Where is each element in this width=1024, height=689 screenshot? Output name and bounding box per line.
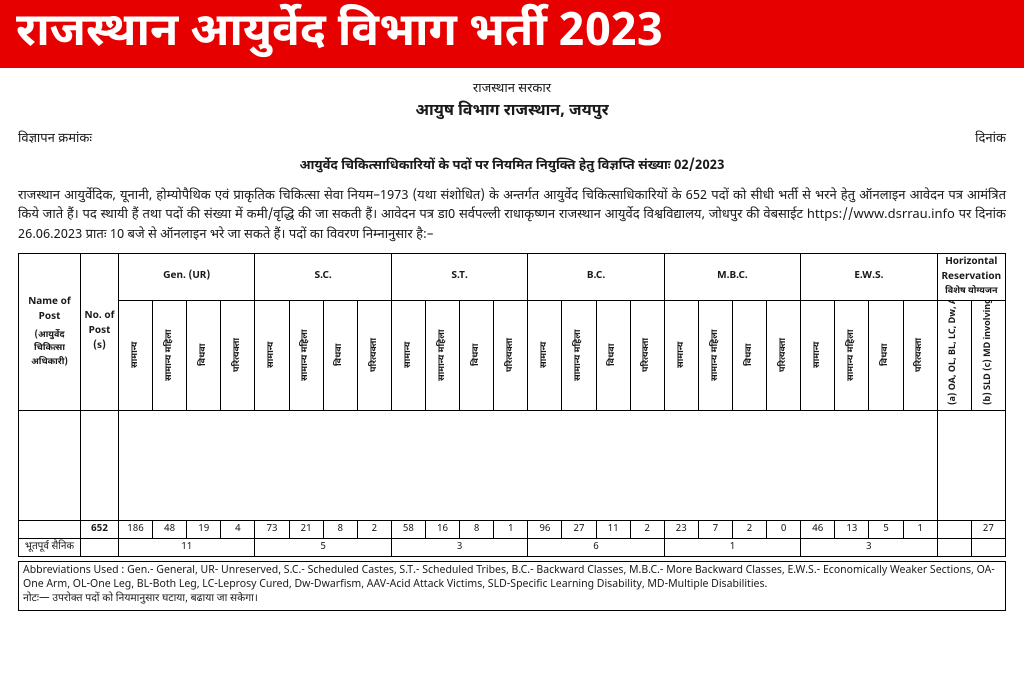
data-cell: 2: [732, 520, 766, 538]
data-cell: 0: [767, 520, 801, 538]
sub-col: विधवा: [460, 300, 494, 410]
sub-col: विधवा: [323, 300, 357, 410]
adv-date-row: विज्ञापन क्रमांकः दिनांक: [18, 130, 1006, 150]
doc-header: राजस्थान सरकार आयुष विभाग राजस्थान, जयपु…: [18, 80, 1006, 124]
total-cell: 652: [81, 520, 119, 538]
data-cell: 96: [528, 520, 562, 538]
data-cell: 73: [255, 520, 289, 538]
sub-col: परित्यक्ता: [767, 300, 801, 410]
document-body: राजस्थान सरकार आयुष विभाग राजस्थान, जयपु…: [0, 68, 1024, 619]
data-cell: 48: [153, 520, 187, 538]
sub-col: परित्यक्ता: [357, 300, 391, 410]
sub-col: सामान्य: [528, 300, 562, 410]
data-cell: 5: [869, 520, 903, 538]
hr-cell: [937, 520, 971, 538]
data-cell: 5: [255, 538, 391, 556]
sub-col: परित्यक्ता: [630, 300, 664, 410]
hres-sub: (b) SLD (c) MD involving (a) to (b) Abov…: [971, 300, 1005, 410]
sub-col: सामान्य महिला: [425, 300, 459, 410]
sub-col: परित्यक्ता: [494, 300, 528, 410]
grp-st: S.T.: [391, 254, 527, 301]
vacancy-table: Name of Post (आयुर्वेद चिकित्सा अधिकारी)…: [18, 253, 1006, 557]
post-cell: [19, 520, 81, 538]
data-cell: 58: [391, 520, 425, 538]
sub-col: विधवा: [596, 300, 630, 410]
govt-line: राजस्थान सरकार: [18, 80, 1006, 100]
data-cell: 11: [596, 520, 630, 538]
data-cell: 23: [664, 520, 698, 538]
note-line: नोटः— उपरोक्त पदों को नियमानुसार घटाया, …: [23, 593, 1001, 607]
data-cell: 2: [630, 520, 664, 538]
hr-cell: 27: [971, 520, 1005, 538]
col-num: No. of Post (s): [81, 254, 119, 411]
col-hres: Horizontal Reservation विशेष योग्यजन: [937, 254, 1005, 301]
sub-col: सामान्य: [255, 300, 289, 410]
grp-sc: S.C.: [255, 254, 391, 301]
sub-col: सामान्य महिला: [835, 300, 869, 410]
data-cell: 4: [221, 520, 255, 538]
data-cell: 19: [187, 520, 221, 538]
dept-line: आयुष विभाग राजस्थान, जयपुर: [18, 100, 1006, 124]
sub-col: सामान्य: [391, 300, 425, 410]
col-post: Name of Post (आयुर्वेद चिकित्सा अधिकारी): [19, 254, 81, 411]
data-cell: 1: [494, 520, 528, 538]
data-cell: 2: [357, 520, 391, 538]
table-row: भूतपूर्व सैनिक1153613: [19, 538, 1006, 556]
sub-col: सामान्य महिला: [153, 300, 187, 410]
data-cell: 11: [119, 538, 255, 556]
data-cell: 46: [801, 520, 835, 538]
table-row: 6521864819473218258168196271122372046135…: [19, 520, 1006, 538]
data-cell: 186: [119, 520, 153, 538]
sub-col: सामान्य: [119, 300, 153, 410]
sub-col: परित्यक्ता: [903, 300, 937, 410]
data-cell: 27: [562, 520, 596, 538]
hr-cell: [971, 538, 1005, 556]
table-body: 6521864819473218258168196271122372046135…: [19, 410, 1006, 556]
sub-col: सामान्य: [801, 300, 835, 410]
title-banner: राजस्थान आयुर्वेद विभाग भर्ती 2023: [0, 0, 1024, 68]
sub-col: विधवा: [187, 300, 221, 410]
sub-col: विधवा: [869, 300, 903, 410]
banner-text: राजस्थान आयुर्वेद विभाग भर्ती 2023: [16, 4, 663, 64]
post-cell-blank: [19, 410, 81, 520]
data-cell: 8: [460, 520, 494, 538]
post-cell: भूतपूर्व सैनिक: [19, 538, 81, 556]
sub-col: सामान्य महिला: [562, 300, 596, 410]
grp-ews: E.W.S.: [801, 254, 937, 301]
body-paragraph: राजस्थान आयुर्वेदिक, यूनानी, होम्योपैथिक…: [18, 187, 1006, 246]
sub-col: सामान्य महिला: [289, 300, 323, 410]
grp-gen: Gen. (UR): [119, 254, 255, 301]
sub-col: सामान्य महिला: [698, 300, 732, 410]
adv-no-label: विज्ञापन क्रमांकः: [18, 130, 92, 150]
data-cell: 8: [323, 520, 357, 538]
data-cell: 1: [664, 538, 800, 556]
abbrev-line: Abbreviations Used : Gen.- General, UR- …: [23, 565, 1001, 593]
grp-mbc: M.B.C.: [664, 254, 800, 301]
data-cell: 13: [835, 520, 869, 538]
hres-sub: (a) OA, OL, BL, LC, Dw, AAV: [937, 300, 971, 410]
data-cell: 7: [698, 520, 732, 538]
empty-row: [19, 410, 1006, 520]
data-cell: 6: [528, 538, 664, 556]
date-label: दिनांक: [975, 130, 1006, 150]
grp-bc: B.C.: [528, 254, 664, 301]
table-head: Name of Post (आयुर्वेद चिकित्सा अधिकारी)…: [19, 254, 1006, 411]
sub-col: परित्यक्ता: [221, 300, 255, 410]
data-cell: 3: [391, 538, 527, 556]
hr-cell: [937, 538, 971, 556]
sub-col: विधवा: [732, 300, 766, 410]
data-cell: 1: [903, 520, 937, 538]
subject-line: आयुर्वेद चिकित्साधिकारियों के पदों पर नि…: [18, 157, 1006, 177]
total-cell: [81, 538, 119, 556]
sub-col: सामान्य: [664, 300, 698, 410]
data-cell: 16: [425, 520, 459, 538]
data-cell: 3: [801, 538, 937, 556]
sub-header-row: सामान्यसामान्य महिलाविधवापरित्यक्तासामान…: [19, 300, 1006, 410]
data-cell: 21: [289, 520, 323, 538]
footnotes: Abbreviations Used : Gen.- General, UR- …: [18, 561, 1006, 612]
